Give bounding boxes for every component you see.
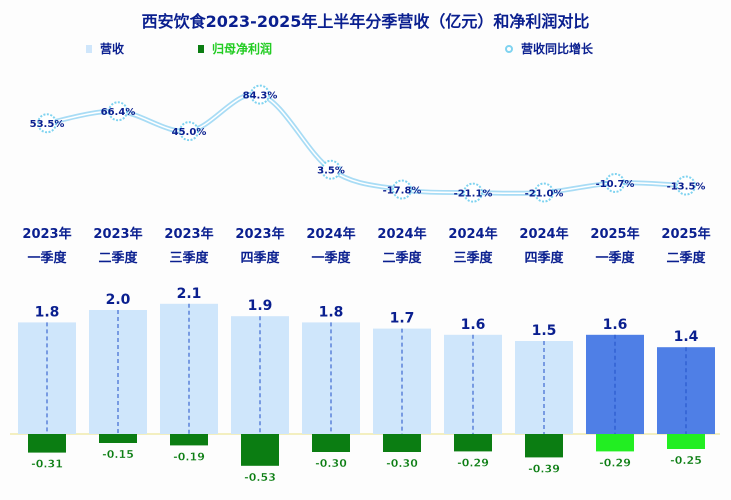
revenue-label: 1.7 (390, 311, 415, 327)
growth-point (392, 179, 412, 200)
x-tick-quarter: 二季度 (382, 250, 422, 266)
profit-label: -0.30 (386, 457, 418, 470)
growth-label: 3.5% (317, 166, 345, 177)
growth-label: 66.4% (101, 107, 136, 118)
x-tick-quarter: 二季度 (98, 250, 138, 266)
revenue-label: 1.9 (248, 298, 273, 314)
growth-label: 84.3% (243, 91, 278, 102)
legend-revenue: 营收 (86, 40, 124, 57)
x-tick-quarter: 三季度 (169, 250, 209, 266)
growth-label: -13.5% (667, 182, 706, 193)
x-tick-year: 2024年 (519, 226, 568, 242)
revenue-label: 1.8 (35, 304, 60, 320)
profit-label: -0.29 (599, 456, 631, 469)
revenue-label: 1.8 (319, 304, 344, 320)
legend-swatch (505, 44, 513, 53)
chart-title: 西安饮食2023-2025年上半年分季营收（亿元）和净利润对比 (141, 12, 590, 31)
growth-point (179, 121, 199, 142)
x-tick-quarter: 四季度 (524, 250, 564, 266)
revenue-label: 2.0 (106, 292, 131, 308)
x-tick-year: 2025年 (661, 226, 710, 242)
x-tick-quarter: 一季度 (27, 250, 67, 266)
x-tick-year: 2023年 (93, 226, 142, 242)
growth-point (463, 182, 483, 203)
revenue-label: 1.6 (603, 317, 628, 333)
profit-bar (383, 434, 421, 452)
revenue-bar (89, 310, 147, 434)
profit-bar (170, 434, 208, 446)
profit-bar (667, 434, 705, 449)
revenue-label: 2.1 (177, 286, 202, 302)
growth-point (321, 159, 341, 180)
profit-bar (454, 434, 492, 452)
profit-bar (525, 434, 563, 458)
profit-label: -0.53 (244, 471, 276, 484)
profit-bar (596, 434, 634, 452)
growth-point (605, 172, 625, 193)
growth-label: 53.5% (30, 119, 65, 130)
profit-label: -0.31 (31, 458, 63, 471)
legend-label: 归母净利润 (212, 42, 273, 56)
growth-label: 45.0% (172, 127, 207, 138)
revenue-label: 1.5 (532, 323, 557, 339)
legend-label: 营收 (100, 42, 125, 56)
growth-point (534, 182, 554, 203)
profit-label: -0.30 (315, 457, 347, 470)
legend-label: 营收同比增长 (521, 42, 594, 56)
growth-point (676, 175, 696, 196)
x-tick-quarter: 一季度 (595, 250, 635, 266)
profit-bar (312, 434, 350, 452)
x-tick-quarter: 四季度 (240, 250, 280, 266)
x-tick-quarter: 二季度 (666, 250, 706, 266)
profit-bar (241, 434, 279, 466)
x-tick-year: 2023年 (235, 226, 284, 242)
legend-swatch (198, 44, 204, 53)
x-tick-year: 2024年 (306, 226, 355, 242)
legend-growth: 营收同比增长 (505, 40, 593, 57)
revenue-label: 1.4 (674, 329, 699, 345)
growth-point (37, 113, 57, 134)
legend-profit: 归母净利润 (198, 40, 272, 57)
profit-label: -0.39 (528, 462, 560, 475)
growth-label: -17.8% (383, 186, 422, 197)
growth-label: -10.7% (596, 179, 635, 190)
profit-label: -0.19 (173, 450, 205, 463)
x-tick-year: 2024年 (448, 226, 497, 242)
x-tick-year: 2023年 (164, 226, 213, 242)
revenue-label: 1.6 (461, 317, 486, 333)
growth-line (46, 91, 687, 196)
profit-bar (99, 434, 137, 443)
growth-label: -21.0% (525, 189, 564, 200)
growth-point (250, 84, 270, 105)
profit-label: -0.25 (670, 454, 702, 467)
x-tick-year: 2024年 (377, 226, 426, 242)
profit-bar (28, 434, 66, 453)
x-tick-year: 2025年 (590, 226, 639, 242)
growth-label: -21.1% (454, 189, 493, 200)
x-tick-quarter: 一季度 (311, 250, 351, 266)
profit-label: -0.29 (457, 456, 489, 469)
profit-label: -0.15 (102, 448, 134, 461)
legend-swatch (86, 44, 92, 53)
x-tick-year: 2023年 (22, 226, 71, 242)
x-tick-quarter: 三季度 (453, 250, 493, 266)
growth-line-highlight (46, 93, 687, 195)
growth-point (108, 101, 128, 122)
